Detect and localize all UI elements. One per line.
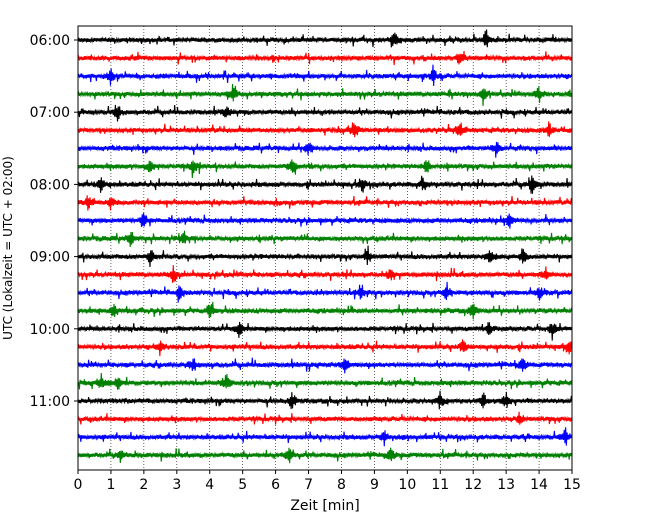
trace-0615 xyxy=(77,51,573,66)
trace-0715 xyxy=(77,121,573,138)
x-tick-label: 4 xyxy=(205,477,214,493)
y-tick-label: 08:00 xyxy=(30,177,70,193)
trace-0600 xyxy=(77,29,573,48)
x-axis: 0 1 2 3 4 5 6 7 8 9 10 11 12 13 14 15 xyxy=(74,470,581,493)
y-tick-label: 06:00 xyxy=(30,33,70,49)
x-tick-label: 15 xyxy=(563,477,581,493)
x-tick-label: 10 xyxy=(398,477,416,493)
y-axis: 06:00 07:00 08:00 09:00 10:00 11:00 xyxy=(30,33,78,410)
x-tick-label: 3 xyxy=(172,477,181,493)
x-tick-label: 13 xyxy=(497,477,515,493)
trace-1045 xyxy=(77,373,573,390)
plot-frame xyxy=(77,25,573,471)
trace-0745 xyxy=(77,159,573,178)
y-tick-label: 07:00 xyxy=(30,105,70,121)
y-tick-label: 11:00 xyxy=(30,394,70,410)
x-tick-label: 5 xyxy=(238,477,247,493)
x-tick-label: 12 xyxy=(464,477,482,493)
trace-0630 xyxy=(77,64,573,87)
seismogram-traces xyxy=(77,29,573,464)
trace-0830 xyxy=(77,212,573,229)
x-tick-label: 1 xyxy=(106,477,115,493)
trace-0700 xyxy=(77,104,573,122)
trace-0915 xyxy=(77,265,573,283)
trace-1100 xyxy=(77,390,573,410)
trace-0815 xyxy=(77,195,573,211)
x-tick-label: 11 xyxy=(431,477,449,493)
y-tick-label: 10:00 xyxy=(30,322,70,338)
x-tick-label: 2 xyxy=(139,477,148,493)
trace-0845 xyxy=(77,230,573,247)
y-tick-label: 09:00 xyxy=(30,250,70,266)
trace-0800 xyxy=(77,175,573,194)
trace-1115 xyxy=(77,411,573,425)
y-axis-label: UTC (Lokalzeit = UTC + 02:00) xyxy=(1,156,15,340)
x-tick-label: 0 xyxy=(74,477,83,493)
trace-1015 xyxy=(77,339,573,357)
x-tick-label: 6 xyxy=(271,477,280,493)
x-tick-label: 9 xyxy=(370,477,379,493)
trace-1145 xyxy=(77,447,573,464)
x-tick-label: 14 xyxy=(530,477,548,493)
trace-1000 xyxy=(77,321,573,341)
trace-0730 xyxy=(77,141,573,158)
trace-0900 xyxy=(77,245,573,268)
trace-0645 xyxy=(77,84,573,106)
x-tick-label: 8 xyxy=(337,477,346,493)
trace-1030 xyxy=(77,357,573,374)
trace-0930 xyxy=(77,281,573,303)
trace-0945 xyxy=(77,301,573,320)
x-tick-label: 7 xyxy=(304,477,313,493)
trace-1130 xyxy=(77,427,573,447)
x-axis-label: Zeit [min] xyxy=(290,498,359,514)
